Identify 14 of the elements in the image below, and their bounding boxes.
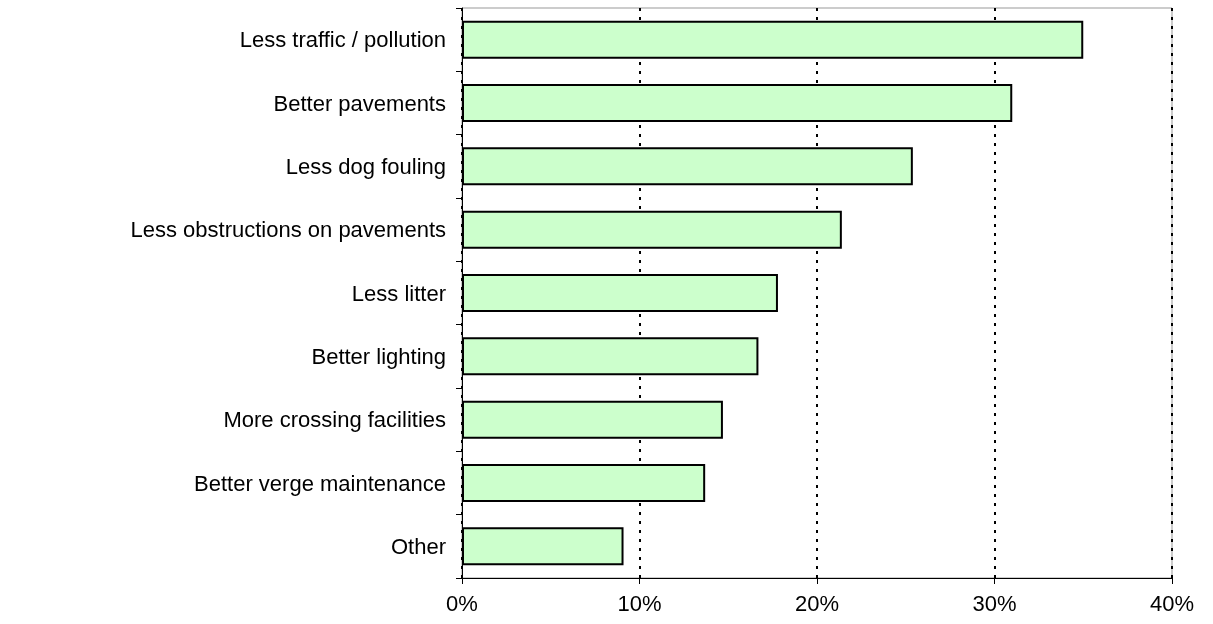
y-tick-label: Less obstructions on pavements <box>130 217 446 243</box>
x-tick-label: 40% <box>1149 590 1195 616</box>
y-tick-label: Better verge maintenance <box>194 470 446 496</box>
y-tick-label: Less dog fouling <box>285 153 446 179</box>
y-tick-label: Less traffic / pollution <box>239 27 446 53</box>
y-tick-label: Better lighting <box>311 343 446 369</box>
y-tick-label: More crossing facilities <box>223 407 446 433</box>
y-tick-label: Less litter <box>351 280 446 306</box>
y-tick-label: Other <box>390 533 446 559</box>
x-tick-label: 0% <box>446 590 478 616</box>
x-tick-label: 10% <box>617 590 662 616</box>
x-tick-label: 30% <box>972 590 1017 616</box>
x-tick-label: 20% <box>794 590 840 616</box>
y-tick-label: Better pavements <box>273 90 446 116</box>
